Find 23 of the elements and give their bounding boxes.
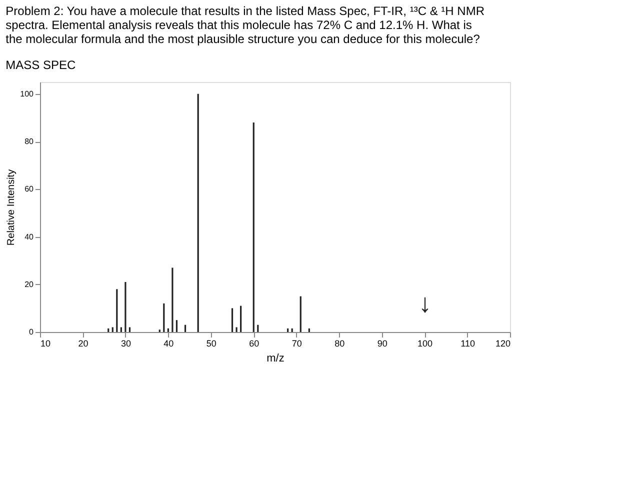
y-tick-label: 80 <box>24 137 34 146</box>
y-tick-label: 40 <box>24 232 34 242</box>
x-tick-label: 10 <box>40 338 51 348</box>
x-tick-label: 80 <box>334 338 345 348</box>
chart-title: Problem 2: You have a molecule that results in the listed Mass Spec, FT-IR, ¹³C & ¹H NMR spectra. Elemental analysis reveals that this molecule has 72% C and 12.1% H. What is the molecular formula and the most plausible structure you can deduce for this molecule? <box>6 4 485 46</box>
x-tick-label: 100 <box>418 338 433 348</box>
x-tick-label: 40 <box>164 338 174 348</box>
y-tick-label: 20 <box>24 280 34 289</box>
chart-subtitle: MASS SPEC <box>6 58 76 72</box>
x-tick-label: 50 <box>206 338 216 348</box>
x-tick-label: 20 <box>78 338 88 348</box>
x-axis-title: m/z <box>266 352 284 364</box>
x-tick-label: 110 <box>460 338 475 348</box>
x-tick-label: 90 <box>377 338 388 348</box>
annotation: ↓ <box>418 288 432 318</box>
x-tick-label: 70 <box>292 338 302 348</box>
x-tick-label: 60 <box>249 338 260 348</box>
y-tick-label: 100 <box>20 89 34 98</box>
x-tick-label: 120 <box>495 338 510 348</box>
x-tick-label: 30 <box>120 338 131 348</box>
y-tick-label: 60 <box>24 184 34 194</box>
y-axis-title: Relative Intensity <box>6 169 18 246</box>
y-tick-label: 0 <box>29 328 34 336</box>
